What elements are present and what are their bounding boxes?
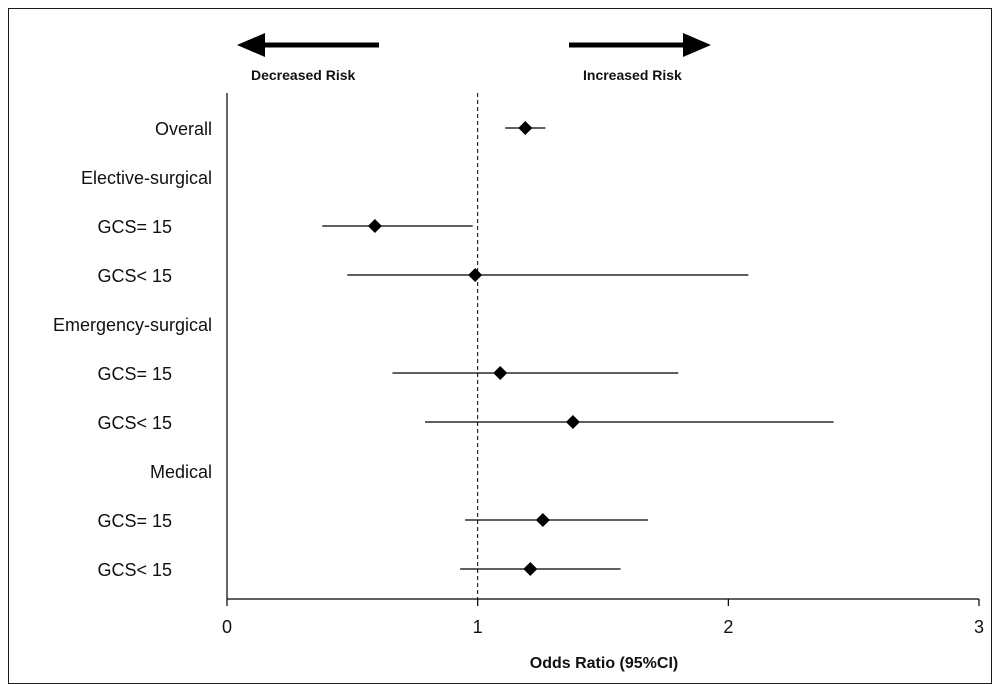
point-estimate-diamond [468, 268, 483, 282]
decreased-risk-label: Decreased Risk [251, 67, 356, 83]
point-estimate-diamond [518, 121, 533, 135]
x-tick-label: 2 [723, 617, 733, 637]
axes: 0 1 2 3 [222, 93, 984, 637]
chart-frame: Decreased Risk Increased Risk 0 1 2 3 Overa… [8, 8, 992, 684]
x-tick-label: 3 [974, 617, 984, 637]
point-estimate-diamond [523, 562, 538, 576]
row-label: Overall [155, 119, 212, 139]
direction-arrows: Decreased Risk Increased Risk [237, 33, 711, 83]
forest-row: Emergency-surgical [53, 315, 212, 335]
row-label: Emergency-surgical [53, 315, 212, 335]
row-label: GCS< 15 [97, 266, 172, 286]
forest-row: GCS< 15 [97, 413, 834, 433]
row-label: GCS= 15 [97, 364, 172, 384]
x-axis-title: Odds Ratio (95%CI) [530, 655, 678, 672]
forest-row: GCS< 15 [97, 560, 621, 580]
forest-plot: Decreased Risk Increased Risk 0 1 2 3 Overa… [53, 33, 984, 672]
row-label: Elective-surgical [81, 168, 212, 188]
point-estimate-diamond [535, 513, 550, 527]
row-label: GCS< 15 [97, 413, 172, 433]
row-label: GCS= 15 [97, 511, 172, 531]
row-label: GCS= 15 [97, 217, 172, 237]
forest-row: Elective-surgical [81, 168, 212, 188]
decreased-risk-arrowhead [237, 33, 265, 57]
forest-row: GCS= 15 [97, 511, 649, 531]
x-tick-label: 1 [473, 617, 483, 637]
row-label: GCS< 15 [97, 560, 172, 580]
forest-row: Medical [150, 462, 212, 482]
x-tick-label: 0 [222, 617, 232, 637]
increased-risk-label: Increased Risk [583, 67, 682, 83]
row-label: Medical [150, 462, 212, 482]
point-estimate-diamond [367, 219, 382, 233]
point-estimate-diamond [493, 366, 508, 380]
forest-rows: Overall Elective-surgical GCS= 15 GCS< 15 Em… [53, 119, 834, 580]
forest-row: GCS< 15 [97, 266, 749, 286]
forest-row: GCS= 15 [97, 364, 679, 384]
point-estimate-diamond [565, 415, 580, 429]
forest-row: Overall [155, 119, 546, 139]
increased-risk-arrowhead [683, 33, 711, 57]
forest-row: GCS= 15 [97, 217, 473, 237]
